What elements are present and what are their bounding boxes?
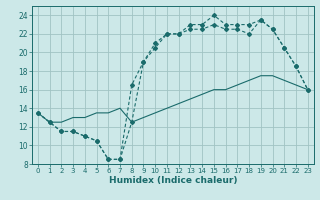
X-axis label: Humidex (Indice chaleur): Humidex (Indice chaleur) <box>108 176 237 185</box>
